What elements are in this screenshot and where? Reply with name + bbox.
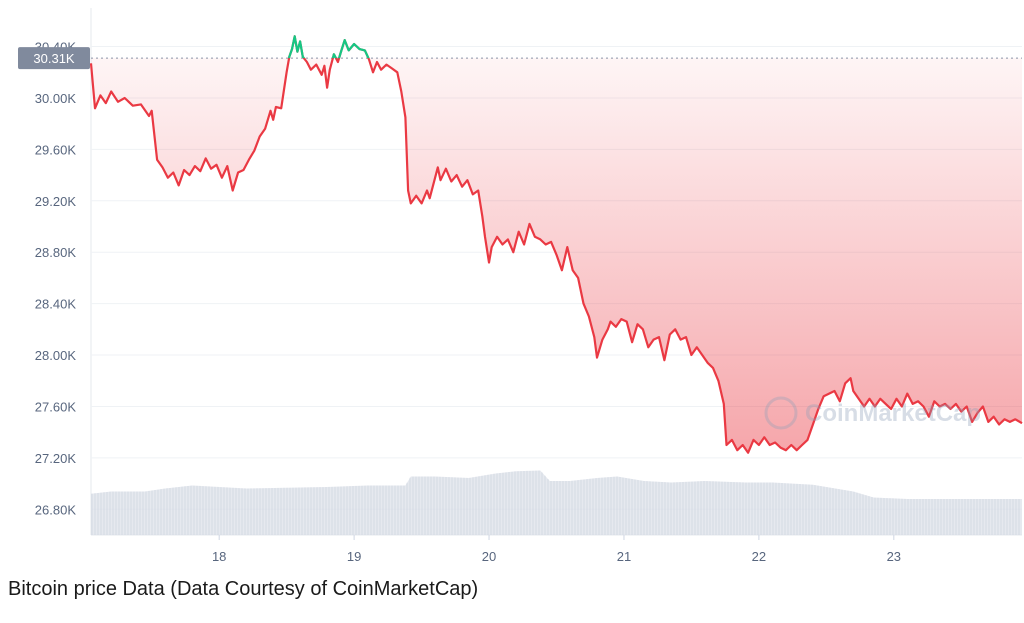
- y-tick-label: 28.80K: [35, 245, 77, 260]
- y-tick-label: 30.00K: [35, 91, 77, 106]
- reference-price-badge: 30.31K: [18, 47, 90, 70]
- x-tick-label: 22: [752, 549, 766, 564]
- x-tick-label: 18: [212, 549, 226, 564]
- y-axis: 30.40K30.00K29.60K29.20K28.80K28.40K28.0…: [35, 40, 77, 518]
- coinmarketcap-watermark: CoinMarketCap: [764, 396, 981, 430]
- price-chart: CoinMarketCap 30.40K 30.00K 29.60K 29.20K 28…: [18, 8, 1023, 564]
- x-tick-label: 21: [617, 549, 631, 564]
- y-tick-label: 28.40K: [35, 297, 77, 312]
- y-tick-label: 29.20K: [35, 194, 77, 209]
- y-tick-label: 29.60K: [35, 142, 77, 157]
- price-line: [89, 35, 1023, 454]
- chart-svg: CoinMarketCap 30.40K30.00K29.60K29.20K28…: [18, 8, 1023, 564]
- y-tick-label: 28.00K: [35, 348, 77, 363]
- figure-caption: Bitcoin price Data (Data Courtesy of Coi…: [8, 578, 479, 600]
- y-tick-label: 27.20K: [35, 451, 77, 466]
- y-tick-label: 26.80K: [35, 502, 77, 517]
- price-area-fill: [91, 58, 1022, 453]
- x-tick-label: 19: [347, 549, 361, 564]
- watermark-text: CoinMarketCap: [805, 400, 981, 427]
- x-tick-label: 23: [887, 549, 901, 564]
- coinmarketcap-logo-icon: [764, 396, 798, 430]
- volume-bars: [91, 470, 1020, 535]
- x-axis: 18 19 20 21 22 23: [212, 535, 901, 564]
- reference-price-badge-bg: [18, 47, 90, 70]
- reference-price-badge-label: 30.31K: [33, 51, 75, 66]
- y-tick-label: 27.60K: [35, 399, 77, 414]
- x-tick-label: 20: [482, 549, 496, 564]
